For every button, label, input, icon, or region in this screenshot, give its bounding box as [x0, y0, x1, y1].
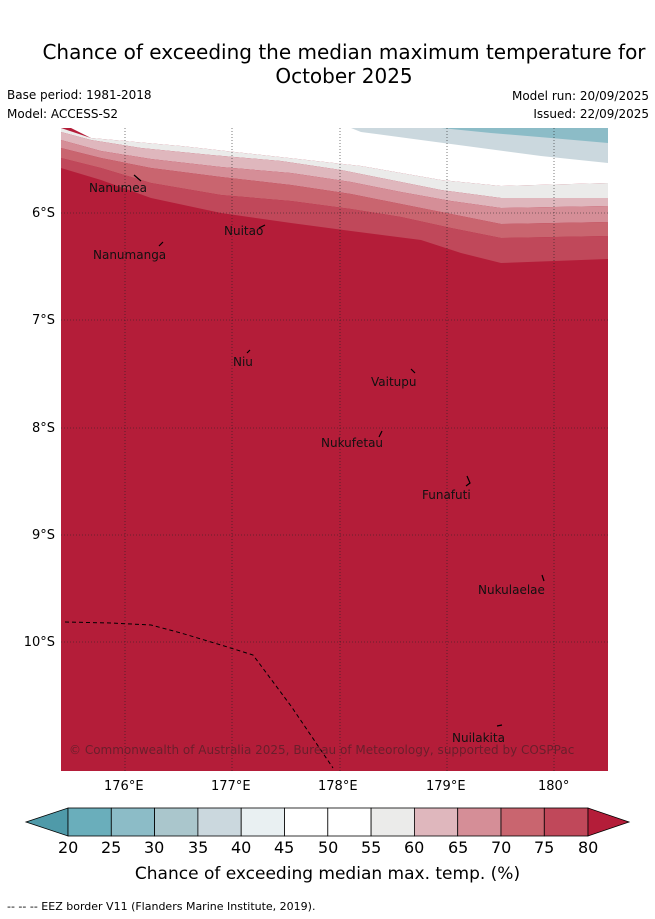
model-name: Model: ACCESS-S2 — [7, 107, 119, 121]
colorbar — [24, 807, 631, 837]
colorbar-label-25: 25 — [101, 838, 122, 857]
colorbar-segment-75-80 — [543, 807, 589, 837]
footer-note: -- -- -- EEZ border V11 (Flanders Marine… — [7, 900, 316, 913]
colorbar-segment-35-40 — [197, 807, 242, 837]
colorbar-label-70: 70 — [491, 838, 512, 857]
colorbar-label-50: 50 — [318, 838, 339, 857]
place-nanumea: Nanumea — [89, 181, 147, 195]
place-nuitao: Nuitao — [224, 224, 263, 238]
band-70-75 — [61, 148, 608, 238]
colorbar-label-45: 45 — [274, 838, 295, 857]
lat-label-8s: 8°S — [31, 421, 55, 436]
colorbar-label-55: 55 — [361, 838, 382, 857]
colorbar-label-35: 35 — [188, 838, 209, 857]
colorbar-segment-60-65 — [413, 807, 459, 837]
island-nukulaelae-shape — [541, 574, 545, 582]
lat-label-6s: 6°S — [31, 206, 55, 221]
place-nukufetau: Nukufetau — [321, 436, 383, 450]
island-nanumanga-shape — [158, 241, 164, 247]
place-labels: Nanumea Nanumanga Nuitao Niu Vaitupu Nuk… — [89, 181, 545, 745]
colorbar-segment-25-30 — [110, 807, 156, 837]
colorbar-max-extension — [587, 807, 631, 837]
eez-border — [64, 621, 334, 769]
colorbar-segment-40-45 — [240, 807, 285, 837]
band-75-80 — [61, 158, 608, 263]
band-65-70 — [61, 140, 608, 224]
lon-label-180: 180° — [538, 779, 570, 794]
place-niu: Niu — [233, 355, 253, 369]
colorbar-segment-70-75 — [500, 807, 545, 837]
graticule — [61, 128, 608, 771]
issued-date: Issued: 22/09/2025 — [533, 107, 649, 121]
island-niu-shape — [246, 349, 251, 354]
map-title: Chance of exceeding the median maximum t… — [0, 40, 655, 88]
place-nukulaelae: Nukulaelae — [478, 583, 545, 597]
title-line-1: Chance of exceeding the median maximum t… — [42, 40, 646, 64]
map-panel: Nanumea Nanumanga Nuitao Niu Vaitupu Nuk… — [61, 128, 608, 771]
island-nuilakita-shape — [496, 724, 503, 727]
island-nanumea-shape — [133, 174, 142, 182]
colorbar-label-75: 75 — [534, 838, 555, 857]
title-line-2: October 2025 — [275, 64, 413, 88]
lon-label-179e: 179°E — [426, 779, 466, 794]
island-nuitao-shape — [258, 224, 266, 229]
colorbar-label-30: 30 — [144, 838, 165, 857]
island-outlines — [133, 174, 545, 727]
colorbar-label-20: 20 — [58, 838, 79, 857]
colorbar-label-80: 80 — [578, 838, 599, 857]
base-period: Base period: 1981-2018 — [7, 88, 152, 102]
island-nukufetau-shape — [378, 430, 383, 438]
model-run: Model run: 20/09/2025 — [511, 89, 649, 103]
copyright-notice: © Commonwealth of Australia 2025, Bureau… — [69, 743, 574, 757]
colorbar-segment-45-50 — [284, 807, 329, 837]
lat-label-7s: 7°S — [31, 313, 55, 328]
colorbar-label-65: 65 — [448, 838, 469, 857]
colorbar-segment-20-25 — [67, 807, 112, 837]
place-funafuti: Funafuti — [422, 488, 471, 502]
place-vaitupu: Vaitupu — [371, 375, 417, 389]
colorbar-label-60: 60 — [404, 838, 425, 857]
place-nanumanga: Nanumanga — [93, 248, 166, 262]
band-25-30 — [441, 128, 608, 143]
lat-label-10s: 10°S — [23, 635, 55, 650]
colorbar-min-extension — [24, 807, 69, 837]
colorbar-label-40: 40 — [231, 838, 252, 857]
colorbar-segment-30-35 — [154, 807, 199, 837]
colorbar-segment-50-55 — [327, 807, 372, 837]
band-55-60 — [61, 128, 608, 198]
colorbar-segment-65-70 — [457, 807, 502, 837]
lon-label-177e: 177°E — [211, 779, 251, 794]
band-60-65 — [61, 132, 608, 208]
island-vaitupu-shape — [410, 368, 416, 374]
place-nuilakita: Nuilakita — [452, 731, 505, 745]
lon-label-178e: 178°E — [318, 779, 358, 794]
colorbar-title: Chance of exceeding median max. temp. (%… — [134, 864, 521, 884]
colorbar-segment-55-60 — [370, 807, 415, 837]
lon-label-176e: 176°E — [104, 779, 144, 794]
map-svg: Nanumea Nanumanga Nuitao Niu Vaitupu Nuk… — [61, 128, 608, 771]
lat-label-9s: 9°S — [31, 528, 55, 543]
island-funafuti-shape — [465, 475, 471, 487]
